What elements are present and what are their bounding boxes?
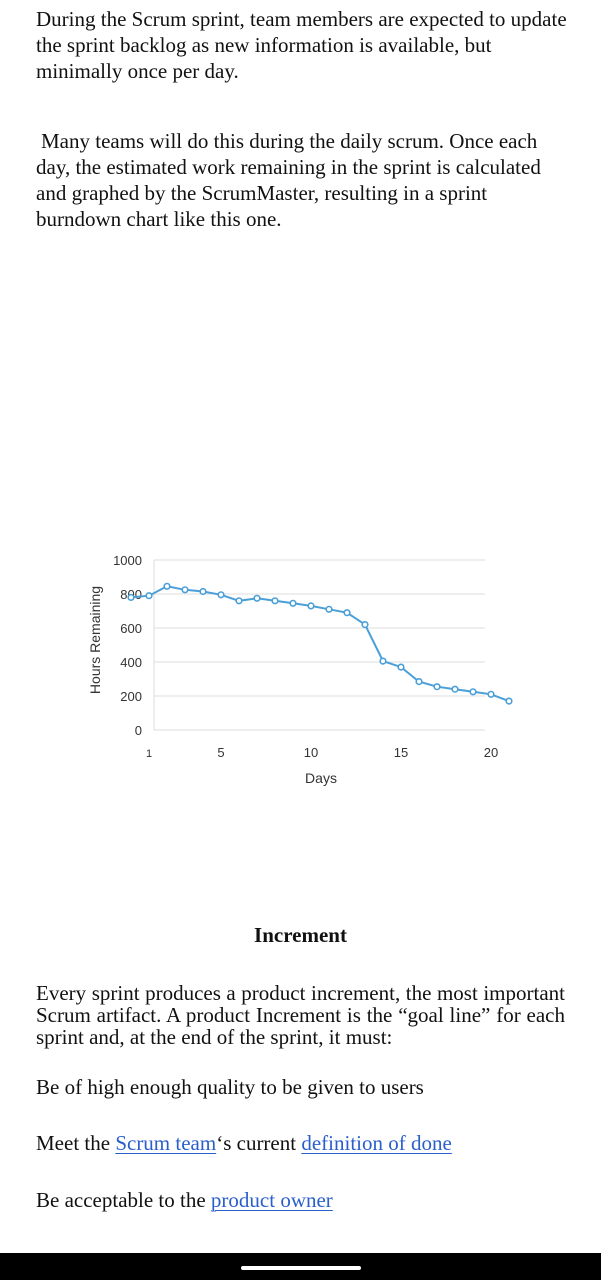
data-point: [397, 663, 405, 671]
requirement-quality: Be of high enough quality to be given to…: [36, 1075, 424, 1099]
x-tick-label: 15: [394, 745, 408, 760]
data-point: [271, 597, 279, 605]
series-line: [130, 585, 510, 703]
data-point: [127, 593, 135, 602]
data-point: [505, 697, 513, 705]
data-point: [289, 599, 297, 607]
data-point: [433, 683, 441, 691]
data-point: [361, 620, 369, 629]
data-point: [379, 657, 387, 665]
data-point: [325, 605, 333, 613]
data-point: [163, 582, 171, 590]
home-indicator[interactable]: [241, 1266, 361, 1270]
requirement-prefix: Be acceptable to the: [36, 1188, 211, 1212]
x-axis-label: Days: [305, 770, 337, 786]
data-point: [181, 586, 189, 594]
requirement-middle: ‘s current: [216, 1131, 302, 1155]
y-tick-label: 0: [135, 723, 142, 738]
requirement-prefix: Meet the: [36, 1131, 116, 1155]
x-tick-label: 20: [484, 745, 498, 760]
increment-paragraph: Every sprint produces a product incremen…: [36, 981, 565, 1049]
x-tick-label: 1: [146, 748, 152, 760]
y-tick-label: 400: [120, 655, 142, 670]
data-point: [217, 591, 225, 599]
y-tick-label: 200: [120, 689, 142, 704]
definition-of-done-link[interactable]: definition of done: [301, 1131, 452, 1155]
burndown-paragraph: Many teams will do this during the daily…: [36, 129, 541, 231]
x-tick-label: 10: [304, 745, 318, 760]
requirement-definition-of-done: Meet the Scrum team‘s current definition…: [36, 1130, 452, 1156]
data-point: [487, 690, 495, 698]
y-axis-label: Hours Remaining: [87, 586, 103, 694]
data-point: [199, 587, 207, 596]
y-tick-label: 1000: [113, 553, 142, 568]
data-point: [145, 592, 153, 600]
data-point: [307, 602, 315, 610]
product-owner-link[interactable]: product owner: [210, 1188, 333, 1212]
y-tick-label: 600: [120, 621, 142, 636]
scrum-team-link[interactable]: Scrum team: [115, 1131, 217, 1155]
data-point: [469, 688, 477, 696]
x-tick-label: 5: [217, 745, 224, 760]
intro-paragraph: During the Scrum sprint, team members ar…: [36, 7, 567, 83]
bottom-bar: [0, 1253, 601, 1280]
data-point: [343, 609, 351, 617]
data-point: [451, 685, 459, 693]
section-heading: Increment: [254, 923, 347, 947]
data-point: [253, 594, 261, 602]
data-point: [235, 597, 243, 605]
data-point: [415, 678, 423, 686]
requirement-product-owner: Be acceptable to the product owner: [36, 1187, 333, 1213]
